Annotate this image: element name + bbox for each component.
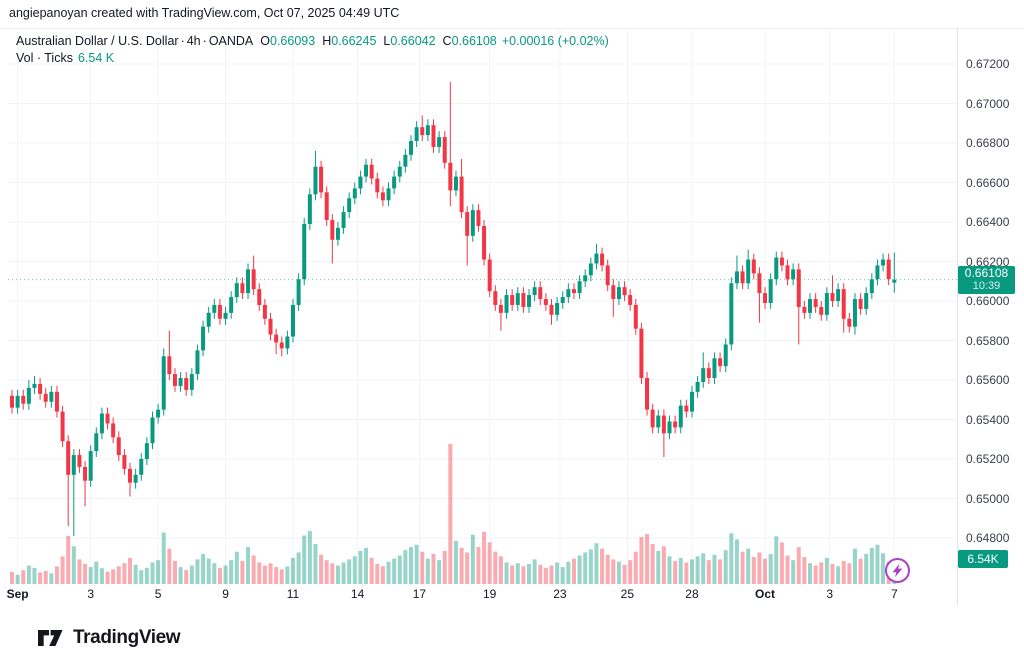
high-label: H — [322, 34, 332, 48]
time-axis-label: 5 — [154, 587, 162, 601]
high-value: 0.66245 — [331, 34, 377, 48]
divider-line — [0, 28, 1024, 29]
time-axis-label: 19 — [482, 587, 497, 601]
exchange-label: OANDA — [208, 34, 254, 48]
price-axis-label: 0.65600 — [966, 373, 1010, 387]
time-axis-label: 9 — [222, 587, 229, 601]
price-axis-label: 0.66400 — [966, 215, 1010, 229]
flash-boost-button[interactable] — [884, 557, 911, 584]
last-price-value: 0.66108 — [964, 265, 1009, 280]
price-axis-label: 0.65400 — [966, 412, 1010, 427]
price-axis-label: 0.66200 — [966, 254, 1010, 269]
price-axis-label: 0.66000 — [966, 294, 1010, 308]
price-axis-label: 0.67200 — [966, 57, 1010, 71]
legend-separator: · — [180, 34, 185, 48]
low-value: 0.66042 — [390, 34, 436, 48]
time-axis-label: 11 — [286, 587, 300, 601]
time-axis-label: 17 — [412, 587, 427, 601]
time-axis-label: 3 — [826, 587, 834, 601]
volume-indicator-label[interactable]: Vol · Ticks — [16, 51, 73, 65]
symbol-title[interactable]: Australian Dollar / U.S. Dollar — [16, 34, 179, 48]
time-axis-label: Sep — [6, 587, 29, 601]
interval-label[interactable]: 4h — [186, 34, 201, 48]
price-axis-label: 0.64800 — [966, 531, 1010, 545]
candlestick-chart — [8, 28, 957, 584]
lightning-icon — [892, 563, 903, 578]
time-axis-label: 25 — [620, 587, 635, 601]
price-axis-label: 0.65200 — [966, 452, 1010, 466]
tradingview-logo-icon — [38, 630, 63, 646]
time-axis-label: 23 — [553, 587, 567, 601]
attribution-text: angiepanoyan created with TradingView.co… — [9, 6, 400, 20]
tradingview-logo-text: TradingView — [73, 627, 181, 648]
footer-logo[interactable]: TradingView — [38, 627, 181, 649]
time-axis-label: 28 — [685, 587, 699, 601]
price-axis-label: 0.67000 — [966, 96, 1010, 111]
close-label: C — [442, 34, 452, 48]
volume-axis-badge: 6.54K — [958, 549, 1008, 568]
price-axis-label: 0.66600 — [966, 175, 1010, 190]
bar-countdown: 10:39 — [972, 279, 1001, 292]
close-value: 0.66108 — [451, 34, 497, 48]
volume-indicator-value: 6.54 K — [77, 51, 115, 65]
change-value: +0.00016 (+0.02%) — [501, 34, 609, 48]
time-axis-label: 14 — [350, 587, 365, 601]
price-axis-label: 0.65800 — [966, 333, 1010, 348]
chart-area[interactable]: Australian Dollar / U.S. Dollar · 4h · OANDA… — [0, 28, 1024, 612]
time-axis-label: 7 — [890, 587, 898, 601]
price-axis-label: 0.65000 — [966, 491, 1010, 506]
open-label: O — [260, 34, 270, 48]
open-value: 0.66093 — [270, 34, 316, 48]
low-label: L — [383, 34, 391, 48]
volume-legend[interactable]: Vol · Ticks 6.54 K — [16, 50, 609, 67]
time-axis-label: 3 — [87, 587, 95, 601]
chart-legend[interactable]: Australian Dollar / U.S. Dollar · 4h · OANDA… — [16, 33, 609, 67]
price-axis-label: 0.66800 — [966, 136, 1010, 150]
last-price-badge: 0.66108 10:39 — [958, 265, 1015, 294]
legend-separator: · — [202, 34, 207, 48]
time-axis-label: Oct — [755, 587, 776, 601]
price-axis-border — [957, 28, 958, 606]
